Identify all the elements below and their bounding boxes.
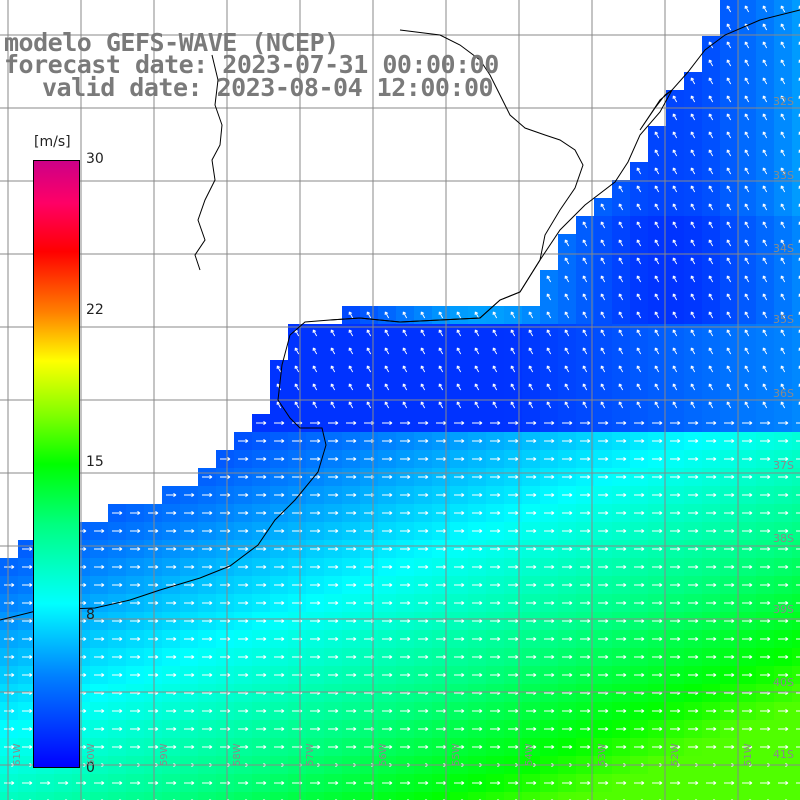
model-title: modelo GEFS-WAVE (NCEP) (4, 28, 339, 57)
colorbar (33, 160, 80, 768)
lat-label-39s: 39S (773, 603, 794, 616)
colorbar-tick-0: 0 (86, 760, 95, 776)
colorbar-unit: [m/s] (34, 134, 71, 150)
colorbar-tick-8: 8 (86, 607, 95, 623)
lon-label-51w: 51W (743, 743, 754, 766)
lagoon-outline (639, 89, 673, 131)
lat-label-32s: 32S (773, 95, 794, 108)
river-plate-shore (194, 54, 223, 271)
colorbar-tick-15: 15 (86, 454, 104, 470)
colorbar-tick-22: 22 (86, 302, 104, 318)
lat-label-35s: 35S (773, 313, 794, 326)
lon-label-55w: 55W (451, 743, 462, 766)
lat-label-38s: 38S (773, 532, 794, 545)
lon-label-56w: 56W (378, 743, 389, 766)
wind-arrows (4, 5, 800, 800)
lat-label-34s: 34S (773, 242, 794, 255)
colorbar-gradient (33, 160, 80, 768)
lon-label-58w: 58W (232, 743, 243, 766)
lon-label-52w: 52W (670, 743, 681, 766)
lon-label-61w: 61W (12, 743, 23, 766)
uruguay-border (329, 29, 584, 323)
colorbar-tick-30: 30 (86, 151, 104, 167)
lon-label-60w: 60W (86, 743, 97, 766)
lat-label-33s: 33S (773, 169, 794, 182)
lon-label-54w: 54W (524, 743, 535, 766)
forecast-date: forecast date: 2023-07-31 00:00:00 (4, 50, 499, 79)
valid-date: valid date: 2023-08-04 12:00:00 (42, 73, 494, 102)
lat-label-41s: 41S (773, 748, 794, 761)
lat-label-36s: 36S (773, 387, 794, 400)
lat-label-40s: 40S (773, 676, 794, 689)
lon-label-59w: 59W (159, 743, 170, 766)
lon-label-53w: 53W (597, 743, 608, 766)
lat-label-37s: 37S (773, 459, 794, 472)
lon-label-57w: 57W (305, 743, 316, 766)
